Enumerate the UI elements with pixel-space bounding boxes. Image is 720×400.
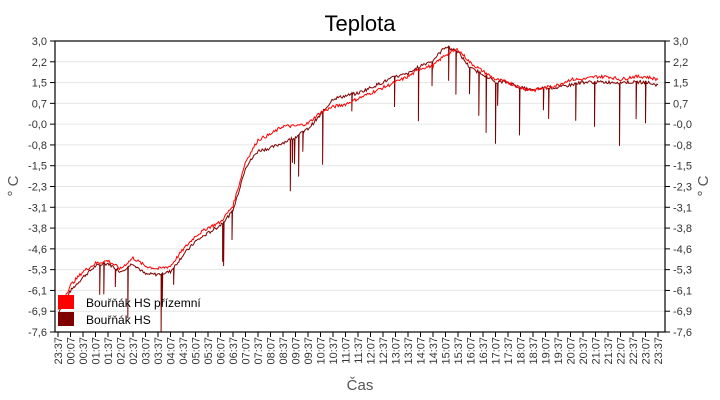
x-tick-label: 11:07 xyxy=(341,337,353,364)
x-tick-label: 06:07 xyxy=(216,337,228,365)
x-tick-label: 05:07 xyxy=(191,337,203,365)
legend-swatch-prizemni xyxy=(58,295,74,309)
x-tick-label: 03:07 xyxy=(141,337,153,365)
y-tick-label: -2,3 xyxy=(673,182,692,194)
x-tick-label: 14:37 xyxy=(428,337,440,365)
x-tick-label: 18:37 xyxy=(528,337,540,365)
x-tick-label: 21:07 xyxy=(591,337,603,365)
x-tick-label: 22:07 xyxy=(616,337,628,365)
x-tick-label: 05:37 xyxy=(203,337,215,365)
y-tick-label: -4,6 xyxy=(28,244,47,256)
x-tick-label: 09:07 xyxy=(291,337,303,365)
x-tick-label: 00:07 xyxy=(66,337,78,365)
y-tick-label: -4,6 xyxy=(673,244,692,256)
x-tick-label: 11:37 xyxy=(353,337,365,364)
y-tick-label: -7,6 xyxy=(28,327,47,339)
y-tick-label: -1,5 xyxy=(673,161,692,173)
chart-title: Teplota xyxy=(325,11,397,36)
x-tick-label: 13:07 xyxy=(391,337,403,365)
legend-label-prizemni: Bouřňák HS přízemní xyxy=(86,296,201,310)
y-tick-label: 2,2 xyxy=(673,57,688,69)
x-tick-label: 15:37 xyxy=(453,337,465,365)
x-tick-label: 02:37 xyxy=(128,337,140,365)
x-tick-label: 21:37 xyxy=(603,337,615,365)
y-tick-label: -5,3 xyxy=(673,265,692,277)
y-tick-label: 3,0 xyxy=(32,36,47,48)
x-tick-label: 00:37 xyxy=(78,337,90,365)
y-tick-label: 3,0 xyxy=(673,36,688,48)
x-tick-label: 09:37 xyxy=(303,337,315,365)
gridlines xyxy=(55,61,665,312)
series-line xyxy=(57,45,659,333)
x-tick-label: 13:37 xyxy=(403,337,415,365)
x-tick-label: 16:37 xyxy=(478,337,490,365)
x-tick-label: 04:07 xyxy=(166,337,178,365)
y-tick-label: 0,7 xyxy=(32,98,47,110)
y-tick-label: -6,1 xyxy=(28,285,47,297)
x-tick-label: 10:07 xyxy=(316,337,328,365)
y-axis-title-right: ° C xyxy=(695,175,712,196)
x-tick-label: 23:37 xyxy=(53,337,65,365)
y-tick-label: -7,6 xyxy=(673,327,692,339)
x-tick-label: 18:07 xyxy=(516,337,528,365)
x-tick-label: 17:07 xyxy=(491,337,503,365)
y-tick-label: -1,5 xyxy=(28,161,47,173)
y-tick-label: -2,3 xyxy=(28,182,47,194)
x-tick-label: 10:37 xyxy=(328,337,340,365)
x-tick-label: 15:07 xyxy=(441,337,453,365)
x-tick-label: 07:07 xyxy=(241,337,253,365)
x-tick-label: 01:07 xyxy=(91,337,103,365)
y-axis-left: 3,0 2,2 1,5 0,7 -0,0 -0,8 -1,5 -2,3 -3,1 -3,8 -4,6… xyxy=(28,36,55,339)
legend-label-hs: Bouřňák HS xyxy=(86,313,151,327)
x-tick-label: 04:37 xyxy=(178,337,190,365)
y-tick-label: -3,1 xyxy=(28,202,47,214)
x-tick-label: 03:37 xyxy=(153,337,165,365)
x-tick-label: 20:37 xyxy=(578,337,590,365)
series-line xyxy=(57,47,659,310)
x-tick-label: 08:07 xyxy=(266,337,278,365)
y-tick-label: -6,1 xyxy=(673,285,692,297)
y-axis-title-left: ° C xyxy=(5,175,22,196)
x-tick-label: 07:37 xyxy=(253,337,265,365)
x-axis-title: Čas xyxy=(347,377,374,394)
x-tick-label: 02:07 xyxy=(116,337,128,365)
x-tick-label: 06:37 xyxy=(228,337,240,365)
x-tick-label: 22:37 xyxy=(628,337,640,365)
legend-swatch-hs xyxy=(58,312,74,326)
y-tick-label: -3,1 xyxy=(673,202,692,214)
data-series xyxy=(57,45,659,333)
x-tick-label: 12:07 xyxy=(366,337,378,365)
y-tick-label: -3,8 xyxy=(673,223,692,235)
y-tick-label: -6,9 xyxy=(673,306,692,318)
y-tick-label: -0,8 xyxy=(673,140,692,152)
x-tick-label: 17:37 xyxy=(503,337,515,365)
y-tick-label: -0,0 xyxy=(673,119,692,131)
y-tick-label: -6,9 xyxy=(28,306,47,318)
x-axis: 23:37 00:07 00:37 01:07 01:37 02:07 02:37 03:07… xyxy=(53,332,665,365)
y-tick-label: 1,5 xyxy=(32,78,47,90)
y-tick-label: 2,2 xyxy=(32,57,47,69)
y-tick-label: 1,5 xyxy=(673,78,688,90)
x-tick-label: 01:37 xyxy=(103,337,115,365)
legend: Bouřňák HS přízemní Bouřňák HS xyxy=(58,295,201,327)
x-tick-label: 12:37 xyxy=(378,337,390,365)
x-tick-label: 23:07 xyxy=(641,337,653,365)
x-tick-label: 14:07 xyxy=(416,337,428,365)
y-tick-label: -3,8 xyxy=(28,223,47,235)
x-tick-label: 16:07 xyxy=(466,337,478,365)
y-tick-label: -0,0 xyxy=(28,119,47,131)
x-tick-label: 19:07 xyxy=(541,337,553,365)
x-tick-label: 23:37 xyxy=(653,337,665,365)
y-tick-label: -5,3 xyxy=(28,265,47,277)
x-tick-label: 08:37 xyxy=(278,337,290,365)
y-axis-right: 3,0 2,2 1,5 0,7 -0,0 -0,8 -1,5 -2,3 -3,1 -3,8 -4,6… xyxy=(665,36,692,339)
x-tick-label: 20:07 xyxy=(566,337,578,365)
x-tick-label: 19:37 xyxy=(553,337,565,365)
y-tick-label: 0,7 xyxy=(673,98,688,110)
y-tick-label: -0,8 xyxy=(28,140,47,152)
